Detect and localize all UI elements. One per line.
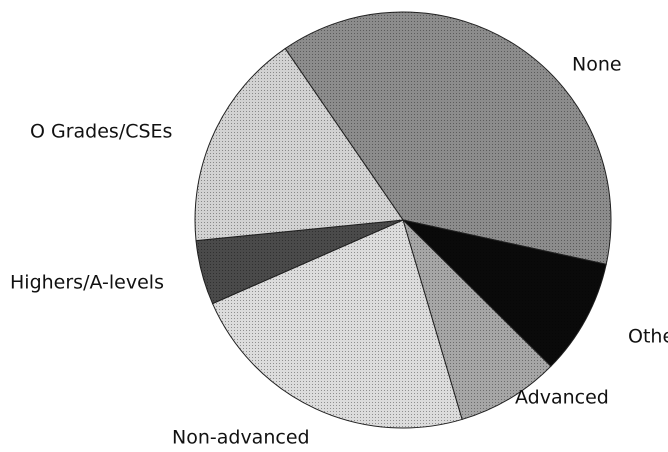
slice-label: O Grades/CSEs: [30, 121, 172, 143]
labels: None Other Advanced Non-advanced Highers/A-l…: [10, 54, 668, 449]
pie: [194, 11, 612, 429]
slice-label: None: [572, 54, 622, 76]
slice-label: Other: [628, 326, 668, 348]
slice-label: Highers/A-levels: [10, 272, 164, 294]
slice-label: Non-advanced: [172, 427, 310, 449]
slice-label: Advanced: [515, 387, 609, 409]
